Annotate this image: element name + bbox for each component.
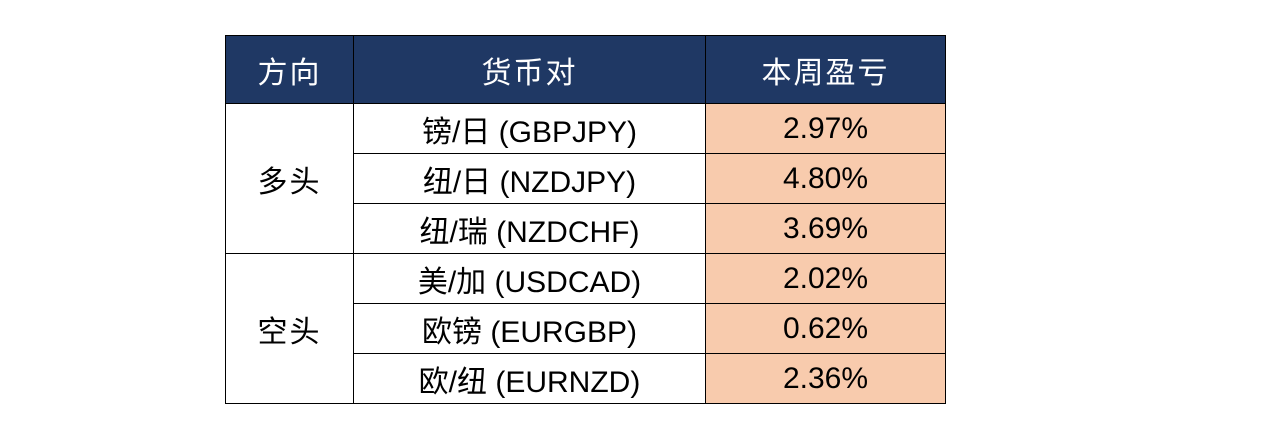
pnl-cell: 2.36%: [705, 353, 946, 404]
direction-cell: 空头: [225, 253, 354, 404]
pnl-table: 方向 货币对 本周盈亏 多头 镑/日 (GBPJPY) 2.97% 纽/日 (NZDJ…: [225, 35, 946, 404]
table-row: 空头 美/加 (USDCAD) 2.02%: [225, 253, 946, 404]
header-cell: 货币对: [353, 35, 706, 104]
pnl-cell: 2.02%: [705, 253, 946, 304]
pair-cell: 欧镑 (EURGBP): [353, 303, 706, 354]
pair-cell: 欧/纽 (EURNZD): [353, 353, 706, 404]
table-row: 欧镑 (EURGBP) 0.62%: [226, 303, 946, 354]
pair-cell: 美/加 (USDCAD): [353, 253, 706, 304]
table-row: 纽/瑞 (NZDCHF) 3.69%: [226, 203, 946, 254]
header-cell: 方向: [225, 35, 354, 104]
header-cell: 本周盈亏: [705, 35, 946, 104]
pnl-cell: 2.97%: [705, 103, 946, 154]
pnl-cell: 4.80%: [705, 153, 946, 204]
pair-cell: 镑/日 (GBPJPY): [353, 103, 706, 154]
header-row: 方向 货币对 本周盈亏: [225, 35, 946, 104]
table-row: 多头 镑/日 (GBPJPY) 2.97%: [225, 103, 946, 254]
direction-cell: 多头: [225, 103, 354, 254]
table-body: 多头 镑/日 (GBPJPY) 2.97% 纽/日 (NZDJPY) 4.80% 纽/瑞 …: [225, 103, 946, 404]
pair-cell: 纽/日 (NZDJPY): [353, 153, 706, 204]
table-row: 欧/纽 (EURNZD) 2.36%: [226, 353, 946, 404]
pnl-cell: 0.62%: [705, 303, 946, 354]
pair-cell: 纽/瑞 (NZDCHF): [353, 203, 706, 254]
pnl-cell: 3.69%: [705, 203, 946, 254]
